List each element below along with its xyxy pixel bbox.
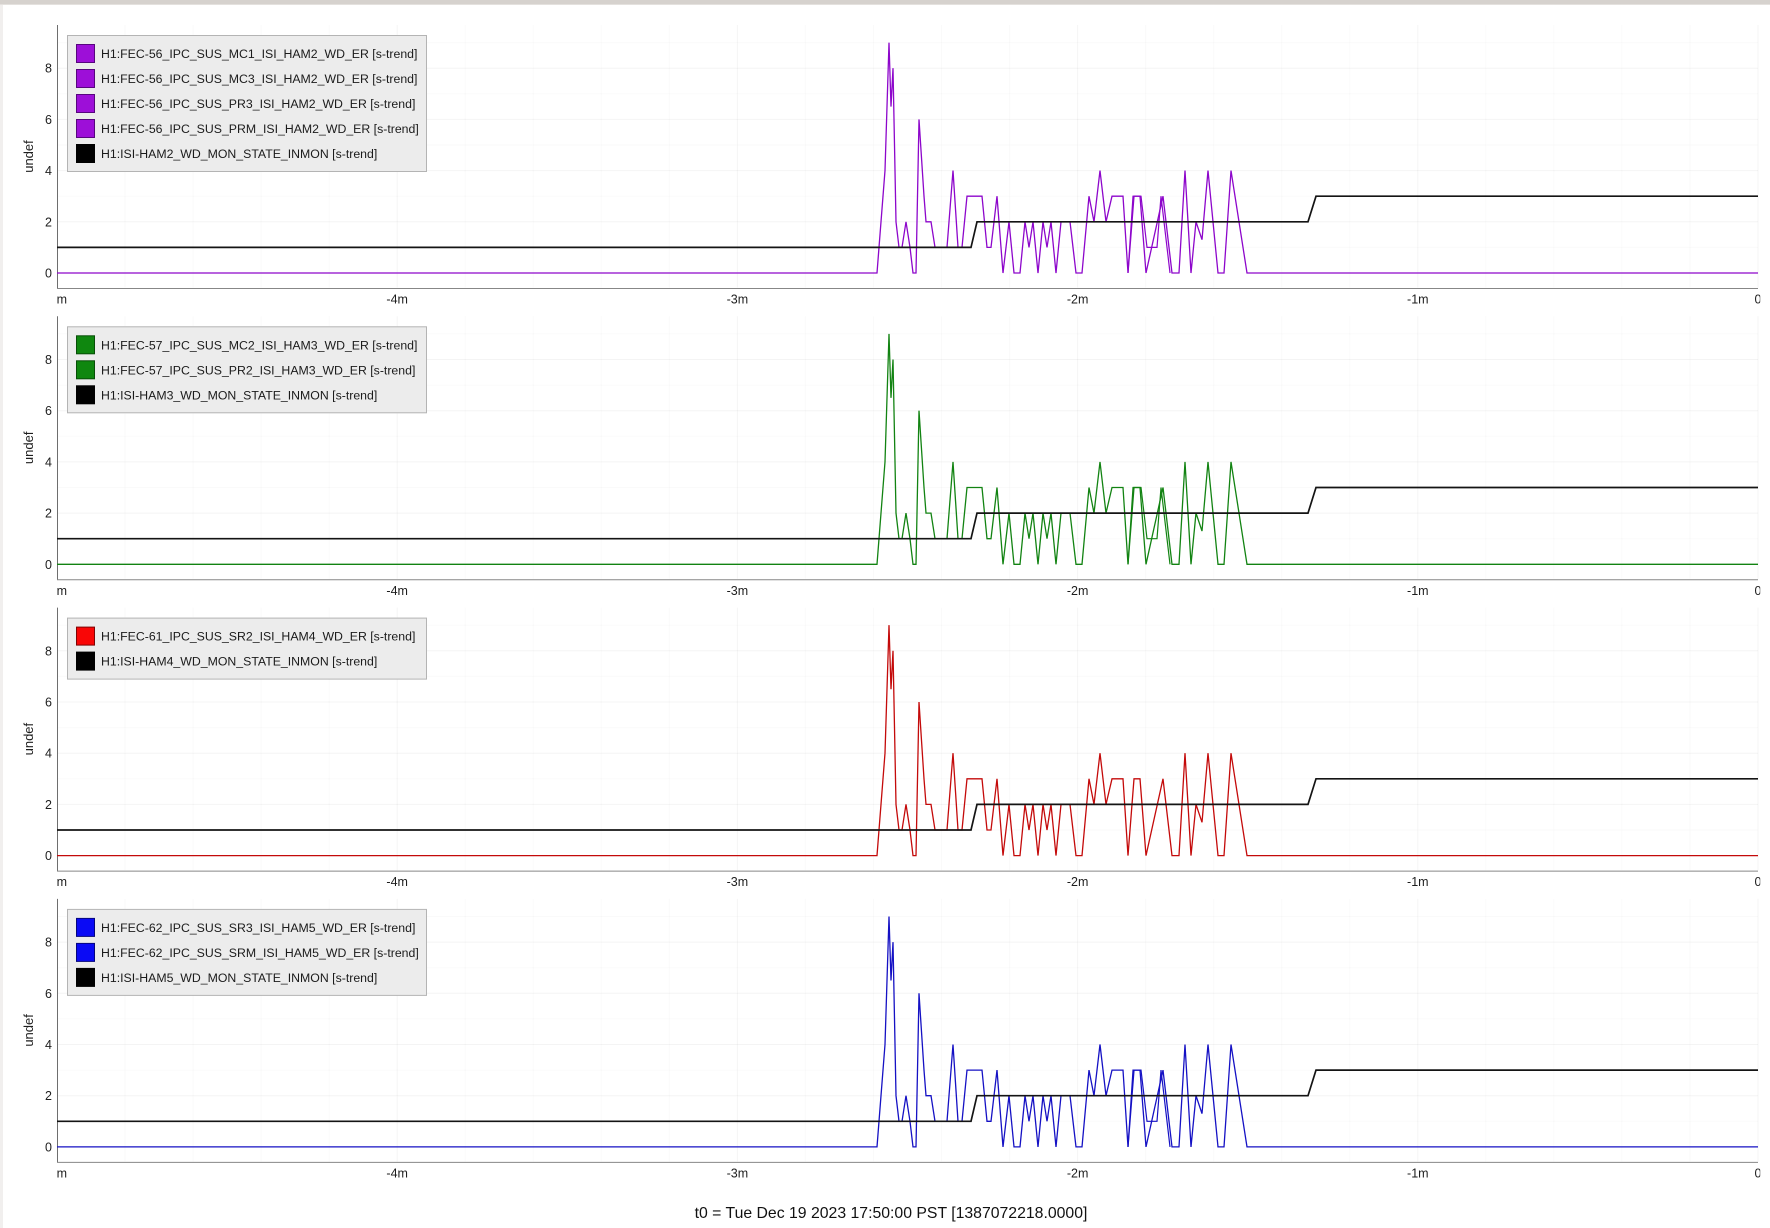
- svg-text:8: 8: [45, 936, 52, 950]
- svg-text:-3m: -3m: [727, 584, 749, 598]
- svg-text:H1:FEC-62_IPC_SUS_SR3_ISI_HAM5: H1:FEC-62_IPC_SUS_SR3_ISI_HAM5_WD_ER [s-…: [101, 921, 415, 935]
- svg-text:-2m: -2m: [1067, 584, 1089, 598]
- svg-text:H1:ISI-HAM2_WD_MON_STATE_INMON: H1:ISI-HAM2_WD_MON_STATE_INMON [s-trend]: [101, 147, 377, 161]
- svg-text:-2m: -2m: [1067, 875, 1089, 889]
- svg-text:undef: undef: [21, 431, 36, 464]
- svg-text:-1m: -1m: [1407, 293, 1429, 307]
- svg-text:-1m: -1m: [1407, 584, 1429, 598]
- svg-text:-2m: -2m: [1067, 1166, 1089, 1180]
- svg-text:-5m: -5m: [46, 584, 68, 598]
- svg-text:-5m: -5m: [46, 875, 68, 889]
- svg-text:2: 2: [45, 215, 52, 229]
- svg-text:4: 4: [45, 455, 52, 469]
- svg-text:H1:ISI-HAM3_WD_MON_STATE_INMON: H1:ISI-HAM3_WD_MON_STATE_INMON [s-trend]: [101, 388, 377, 402]
- svg-text:8: 8: [45, 644, 52, 658]
- svg-text:8: 8: [45, 62, 52, 76]
- svg-text:6: 6: [45, 404, 52, 418]
- svg-text:H1:FEC-56_IPC_SUS_PR3_ISI_HAM2: H1:FEC-56_IPC_SUS_PR3_ISI_HAM2_WD_ER [s-…: [101, 97, 415, 111]
- svg-text:-1m: -1m: [1407, 1166, 1429, 1180]
- svg-text:H1:FEC-56_IPC_SUS_PRM_ISI_HAM2: H1:FEC-56_IPC_SUS_PRM_ISI_HAM2_WD_ER [s-…: [101, 122, 419, 136]
- svg-text:H1:FEC-57_IPC_SUS_MC2_ISI_HAM3: H1:FEC-57_IPC_SUS_MC2_ISI_HAM3_WD_ER [s-…: [101, 338, 417, 352]
- svg-text:2: 2: [45, 1089, 52, 1103]
- svg-text:6: 6: [45, 696, 52, 710]
- svg-text:-3m: -3m: [727, 1166, 749, 1180]
- svg-text:undef: undef: [21, 140, 36, 173]
- svg-text:-4m: -4m: [386, 875, 408, 889]
- svg-text:-3m: -3m: [727, 293, 749, 307]
- svg-text:4: 4: [45, 1038, 52, 1052]
- svg-text:-4m: -4m: [386, 1166, 408, 1180]
- svg-text:2: 2: [45, 507, 52, 521]
- svg-text:-4m: -4m: [386, 584, 408, 598]
- svg-text:-1m: -1m: [1407, 875, 1429, 889]
- svg-text:0: 0: [1755, 1166, 1762, 1180]
- svg-text:0: 0: [1755, 293, 1762, 307]
- svg-text:4: 4: [45, 164, 52, 178]
- svg-text:H1:FEC-57_IPC_SUS_PR2_ISI_HAM3: H1:FEC-57_IPC_SUS_PR2_ISI_HAM3_WD_ER [s-…: [101, 363, 415, 377]
- svg-text:H1:FEC-56_IPC_SUS_MC1_ISI_HAM2: H1:FEC-56_IPC_SUS_MC1_ISI_HAM2_WD_ER [s-…: [101, 47, 417, 61]
- svg-text:0: 0: [45, 1140, 52, 1154]
- svg-text:H1:ISI-HAM4_WD_MON_STATE_INMON: H1:ISI-HAM4_WD_MON_STATE_INMON [s-trend]: [101, 655, 377, 669]
- svg-text:-5m: -5m: [46, 1166, 68, 1180]
- svg-text:4: 4: [45, 747, 52, 761]
- svg-text:6: 6: [45, 113, 52, 127]
- svg-text:H1:FEC-61_IPC_SUS_SR2_ISI_HAM4: H1:FEC-61_IPC_SUS_SR2_ISI_HAM4_WD_ER [s-…: [101, 630, 415, 644]
- svg-text:0: 0: [1755, 584, 1762, 598]
- svg-text:0: 0: [45, 849, 52, 863]
- svg-text:0: 0: [45, 558, 52, 572]
- svg-text:2: 2: [45, 798, 52, 812]
- svg-text:6: 6: [45, 987, 52, 1001]
- svg-text:8: 8: [45, 353, 52, 367]
- svg-text:-2m: -2m: [1067, 293, 1089, 307]
- svg-text:-3m: -3m: [727, 875, 749, 889]
- svg-text:t0 = Tue Dec 19 2023 17:50:00: t0 = Tue Dec 19 2023 17:50:00 PST [13870…: [695, 1205, 1088, 1222]
- svg-text:undef: undef: [21, 1014, 36, 1047]
- svg-text:-5m: -5m: [46, 293, 68, 307]
- svg-text:undef: undef: [21, 722, 36, 755]
- svg-text:H1:FEC-62_IPC_SUS_SRM_ISI_HAM5: H1:FEC-62_IPC_SUS_SRM_ISI_HAM5_WD_ER [s-…: [101, 946, 419, 960]
- svg-text:0: 0: [1755, 875, 1762, 889]
- svg-text:-4m: -4m: [386, 293, 408, 307]
- svg-text:H1:ISI-HAM5_WD_MON_STATE_INMON: H1:ISI-HAM5_WD_MON_STATE_INMON [s-trend]: [101, 971, 377, 985]
- svg-text:0: 0: [45, 267, 52, 281]
- svg-text:H1:FEC-56_IPC_SUS_MC3_ISI_HAM2: H1:FEC-56_IPC_SUS_MC3_ISI_HAM2_WD_ER [s-…: [101, 72, 417, 86]
